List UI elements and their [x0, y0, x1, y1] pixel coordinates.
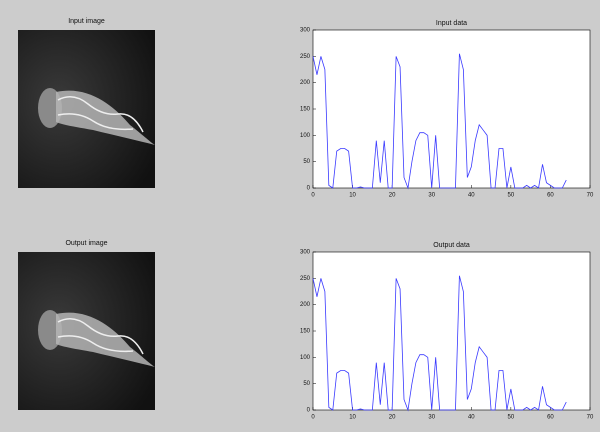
plot-area [312, 29, 591, 189]
data-line [312, 53, 567, 190]
panel-title: Output image [65, 240, 107, 247]
y-tick-label: 200 [300, 80, 311, 86]
y-tick-label: 200 [300, 302, 311, 308]
y-tick-label: 50 [303, 159, 310, 165]
panel-title: Input image [68, 18, 105, 25]
x-tick-label: 20 [389, 415, 396, 421]
jellyfish-tentacles [56, 90, 155, 145]
x-tick-label: 30 [428, 415, 435, 421]
x-tick-label: 10 [349, 193, 356, 199]
y-tick-label: 250 [300, 54, 311, 60]
x-tick-label: 30 [428, 193, 435, 199]
x-tick-label: 50 [508, 193, 515, 199]
data-line [312, 275, 567, 412]
y-tick-label: 50 [303, 381, 310, 387]
x-tick-label: 70 [587, 193, 594, 199]
jellyfish-tentacles [56, 312, 155, 367]
y-tick-label: 150 [300, 107, 311, 113]
x-tick-label: 40 [468, 193, 475, 199]
x-tick-label: 20 [389, 193, 396, 199]
image [18, 30, 155, 188]
x-tick-label: 60 [547, 193, 554, 199]
plot-title: Output data [433, 242, 470, 249]
x-tick-label: 10 [349, 415, 356, 421]
y-tick-label: 150 [300, 329, 311, 335]
x-tick-label: 60 [547, 415, 554, 421]
jellyfish-detail [57, 318, 144, 355]
image [18, 252, 155, 410]
y-tick-label: 0 [307, 186, 311, 192]
x-tick-label: 0 [311, 193, 315, 199]
y-tick-label: 0 [307, 408, 311, 414]
jellyfish-detail [57, 96, 144, 133]
plot-title: Input data [436, 20, 467, 27]
y-tick-label: 300 [300, 28, 311, 34]
x-tick-label: 40 [468, 415, 475, 421]
x-tick-label: 70 [587, 415, 594, 421]
y-tick-label: 300 [300, 250, 311, 256]
plot-area [312, 251, 591, 411]
x-tick-label: 50 [508, 415, 515, 421]
y-tick-label: 100 [300, 355, 311, 361]
x-tick-label: 0 [311, 415, 315, 421]
y-tick-label: 250 [300, 276, 311, 282]
y-tick-label: 100 [300, 133, 311, 139]
